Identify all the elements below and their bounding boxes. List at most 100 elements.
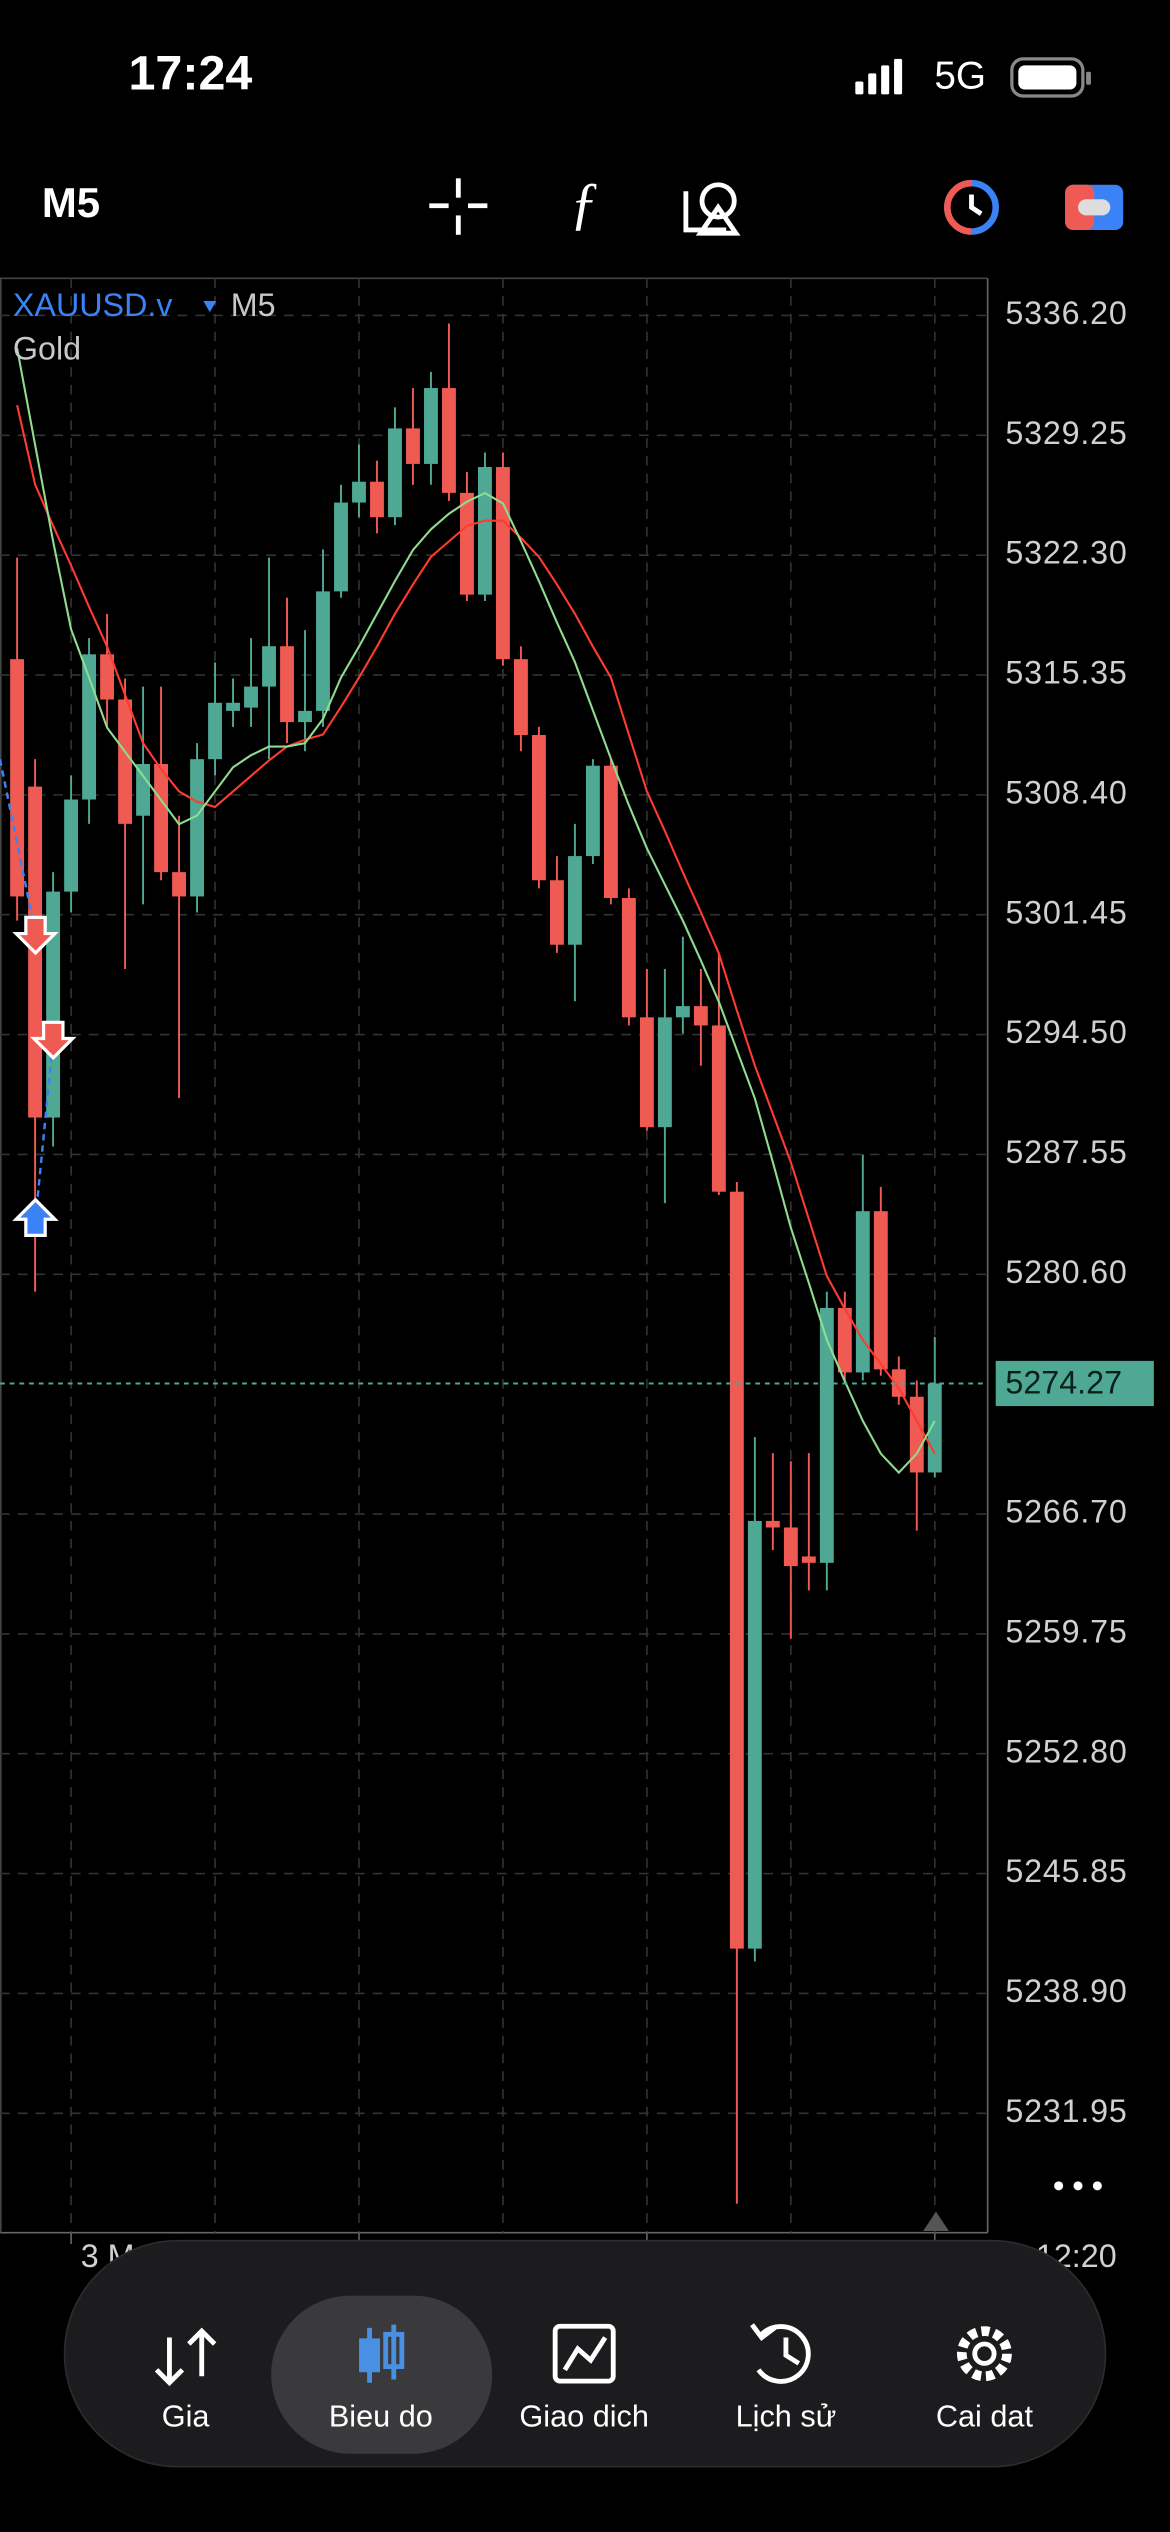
moving-average-line: [16, 348, 936, 1475]
candle-body: [406, 428, 420, 464]
candle-body: [891, 1369, 906, 1397]
y-tick-label: 5336.20: [1005, 295, 1127, 331]
trade-button[interactable]: [944, 179, 999, 235]
candle-body: [855, 1211, 870, 1373]
candle-body: [424, 388, 438, 464]
tab-icon-trade: [552, 2323, 616, 2384]
candle-body: [172, 872, 186, 897]
candle-body: [693, 1006, 708, 1026]
y-tick-label: 5252.80: [1005, 1733, 1127, 1769]
chart: 5336.20 5329.25 5322.30 5315.35 5308.40 5301.…: [0, 277, 1154, 2274]
candle-body: [873, 1211, 888, 1370]
candle-body: [226, 702, 240, 711]
candle-body: [316, 591, 330, 711]
candle-body: [82, 654, 97, 800]
more-button[interactable]: [1054, 2181, 1102, 2191]
tab-icon-chart: [359, 2324, 405, 2383]
clock: 17:24: [129, 46, 253, 100]
candle-body: [334, 502, 348, 592]
candle-body: [154, 764, 168, 873]
candle-body: [603, 765, 618, 899]
y-tick-label: 5231.95: [1005, 2093, 1127, 2129]
y-tick-label: 5245.85: [1005, 1853, 1127, 1889]
candle-body: [729, 1191, 744, 1949]
y-tick-label: 5329.25: [1005, 415, 1127, 451]
tab-label[interactable]: Lịch sử: [736, 2399, 837, 2433]
candle-body: [495, 467, 510, 660]
candle-body: [442, 388, 456, 493]
candle-body: [100, 654, 115, 700]
candle-body: [280, 646, 294, 723]
candle-body: [513, 659, 528, 736]
candle-body: [388, 428, 402, 518]
scroll-marker[interactable]: [923, 2211, 949, 2232]
trade-line: [34, 1038, 55, 1220]
tab-icon-history: [750, 2323, 811, 2384]
y-tick-label: 5315.35: [1005, 655, 1127, 691]
tab-label[interactable]: Gia: [162, 2399, 211, 2433]
battery-icon: [1010, 57, 1091, 98]
candle-body: [46, 891, 61, 1118]
candle-body: [298, 710, 312, 723]
candle-body: [837, 1307, 852, 1373]
tab-icon-quotes: [154, 2327, 217, 2387]
symbol-description: Gold: [13, 331, 81, 367]
tab-label[interactable]: Cai dat: [936, 2399, 1034, 2433]
y-tick-label: 5266.70: [1005, 1494, 1127, 1530]
candle-body: [765, 1520, 780, 1528]
candle-body: [549, 880, 564, 945]
buy-marker: [12, 1197, 59, 1237]
y-tick-label: 5294.50: [1005, 1014, 1127, 1050]
candle-body: [927, 1383, 942, 1473]
one-click-button[interactable]: [1065, 184, 1124, 230]
moving-average-line: [16, 404, 936, 1455]
trade-line: [0, 759, 37, 934]
candle-body: [10, 659, 25, 897]
candle-body: [621, 898, 636, 1018]
crosshair-button[interactable]: [429, 178, 488, 235]
objects-button[interactable]: [683, 182, 741, 236]
candle-body: [262, 646, 276, 687]
chart-timeframe: M5: [231, 287, 276, 323]
timeframe-button[interactable]: M5: [42, 179, 100, 226]
candle-body: [118, 699, 133, 824]
candle-body: [657, 1017, 672, 1128]
y-tick-label: 5308.40: [1005, 774, 1127, 810]
candle-body: [460, 492, 474, 595]
tab-label[interactable]: Bieu do: [329, 2399, 433, 2433]
signal-icon: [855, 58, 903, 95]
candle-body: [136, 764, 151, 816]
candle-body: [478, 467, 492, 595]
y-tick-label: 5259.75: [1005, 1613, 1127, 1649]
sell-marker: [12, 915, 77, 1061]
candle-body: [567, 856, 582, 945]
y-tick-label: 5322.30: [1005, 535, 1127, 571]
candle-body: [370, 481, 384, 518]
candle-body: [675, 1006, 690, 1018]
symbol-dropdown[interactable]: [203, 300, 217, 313]
candle-body: [531, 735, 546, 881]
candle-body: [711, 1025, 726, 1192]
tab-selected-pill: [271, 2295, 493, 2454]
candle-body: [783, 1527, 798, 1567]
symbol-label[interactable]: XAUUSD.v: [13, 287, 173, 323]
candle-body: [64, 799, 79, 892]
y-tick-label: 5287.55: [1005, 1134, 1127, 1170]
tab-icon-settings: [956, 2326, 1012, 2382]
candle-body: [585, 765, 600, 857]
candle-body: [190, 759, 204, 897]
candle-body: [747, 1520, 762, 1949]
indicators-button[interactable]: ƒ: [570, 170, 599, 235]
candle-body: [639, 1017, 654, 1128]
candle-body: [909, 1396, 924, 1473]
y-tick-label: 5301.45: [1005, 894, 1127, 930]
y-tick-label: 5280.60: [1005, 1254, 1127, 1290]
candle-body: [801, 1556, 816, 1563]
current-price-box: [995, 1360, 1154, 1407]
current-price-label: 5274.27: [1005, 1365, 1122, 1401]
tab-label[interactable]: Giao dich: [519, 2399, 649, 2433]
candle-body: [208, 702, 222, 760]
